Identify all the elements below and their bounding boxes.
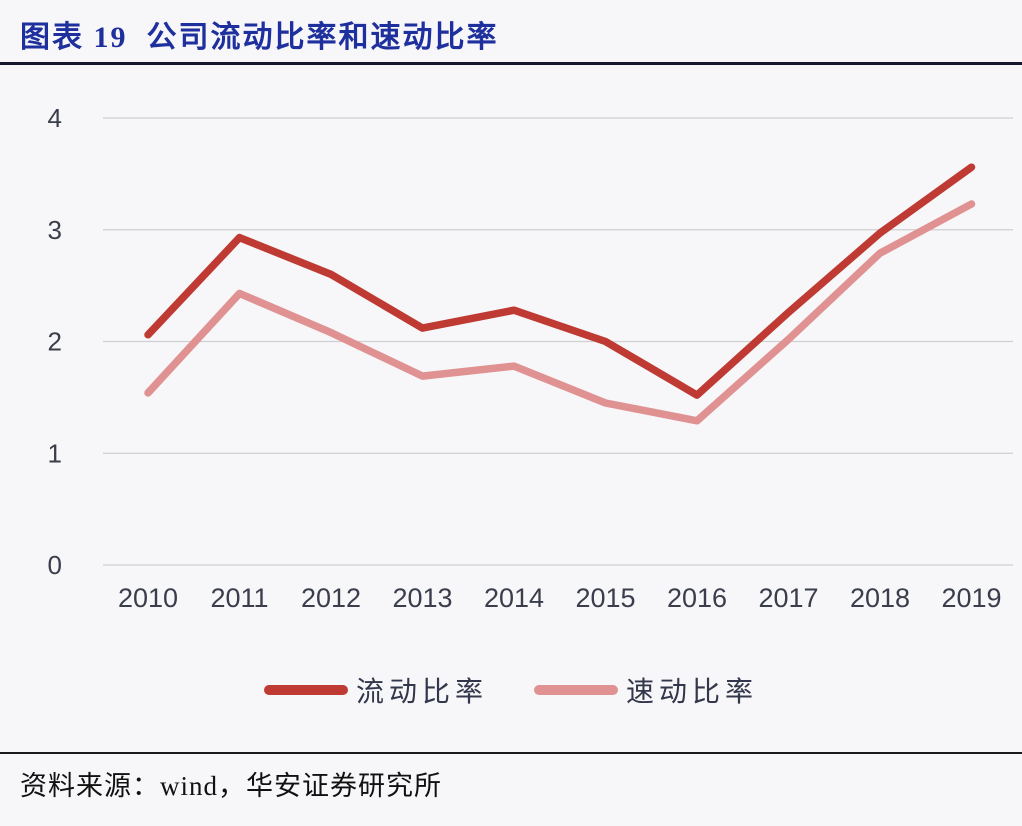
- data-source: 资料来源：wind，华安证券研究所: [20, 771, 442, 801]
- series-line-1: [144, 200, 976, 425]
- y-axis-tick-label: 3: [48, 215, 62, 245]
- legend-item-current-ratio: 流动比率: [263, 670, 488, 710]
- y-axis-tick-label: 1: [48, 438, 62, 468]
- legend-label: 流动比率: [355, 677, 488, 708]
- current-ratio-line-swatch: [263, 685, 348, 695]
- x-axis-tick-label: 2019: [941, 583, 1001, 613]
- y-axis-tick-label: 0: [48, 550, 62, 580]
- footer-divider: [0, 752, 1022, 754]
- y-axis-tick-label: 4: [48, 103, 62, 133]
- x-axis-tick-label: 2018: [850, 583, 910, 613]
- legend-label: 速动比率: [626, 677, 759, 708]
- x-axis-tick-label: 2011: [210, 583, 268, 613]
- chart-legend: 流动比率 速动比率: [0, 668, 1022, 712]
- figure-title: 图表 19 公司流动比率和速动比率: [20, 21, 499, 54]
- x-axis-tick-label: 2017: [758, 583, 818, 613]
- x-axis-tick-label: 2012: [301, 583, 361, 613]
- x-axis-tick-label: 2015: [575, 583, 635, 613]
- series-line-0: [144, 163, 976, 399]
- title-divider: [0, 62, 1022, 65]
- y-axis-tick-label: 2: [48, 327, 62, 357]
- x-axis-tick-label: 2013: [392, 583, 452, 613]
- quick-ratio-line-swatch: [534, 685, 618, 695]
- line-chart: 0 1 2 3 4 2010 2011 2012 2013 2014 2015 2016 2017 201…: [0, 80, 1022, 640]
- line-chart-svg: 0 1 2 3 4 2010 2011 2012 2013 2014 2015 2016 2017 201…: [48, 103, 1013, 613]
- legend-item-quick-ratio: 速动比率: [534, 670, 758, 710]
- x-axis-tick-label: 2014: [484, 583, 544, 613]
- x-axis-tick-label: 2016: [667, 583, 727, 613]
- x-axis-tick-label: 2010: [118, 583, 178, 613]
